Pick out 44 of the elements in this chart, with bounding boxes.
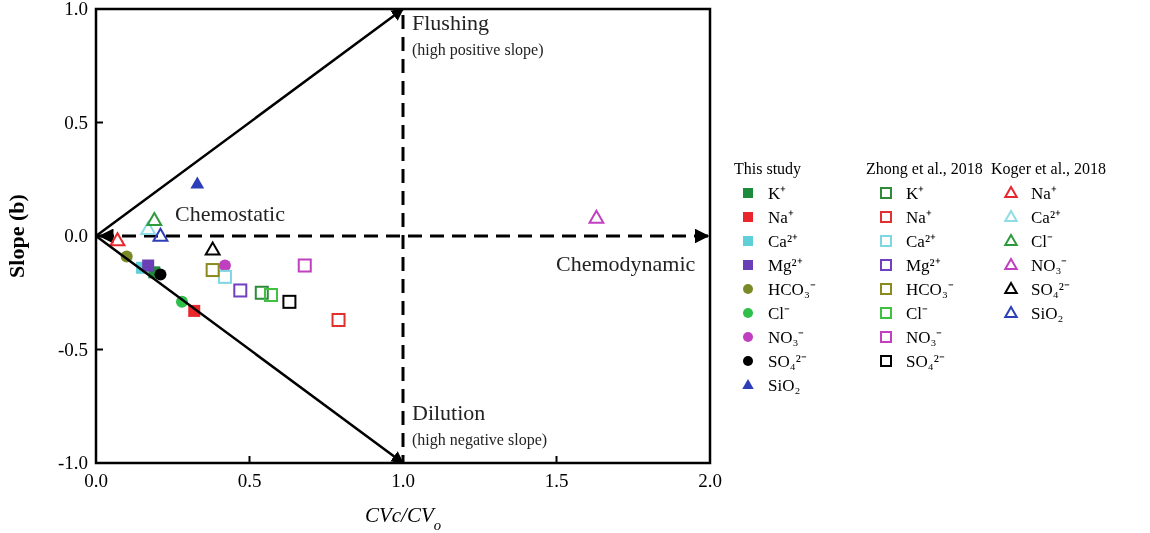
annotation: Chemodynamic xyxy=(556,251,696,276)
y-tick-label: -0.5 xyxy=(57,338,88,360)
legend-label: K⁺ xyxy=(768,184,787,203)
annotation: Flushing xyxy=(412,10,490,35)
legend-label: SiO₂ xyxy=(768,376,801,395)
text: Zhong et al., 2018 xyxy=(866,160,983,178)
legend-label: Na⁺ xyxy=(906,208,932,227)
y-tick-label: 0.0 xyxy=(64,225,88,246)
legend-label: Cl⁻ xyxy=(768,304,791,323)
x-tick-label: 2.0 xyxy=(698,470,722,491)
x-tick-label: 0.5 xyxy=(237,470,262,491)
x-tick-label: 1.0 xyxy=(391,470,415,491)
legend-label: Ca²⁺ xyxy=(1031,208,1061,227)
y-tick-label: 0.5 xyxy=(64,111,88,133)
legend-label: NO₃⁻ xyxy=(1031,256,1068,275)
y-tick-label: -1.0 xyxy=(57,452,88,473)
legend-label: Cl⁻ xyxy=(906,304,929,323)
legend-label: NO₃⁻ xyxy=(768,328,805,347)
legend-label: SO₄²⁻ xyxy=(906,352,945,371)
legend-label: HCO₃⁻ xyxy=(906,280,954,299)
legend-label: HCO₃⁻ xyxy=(768,280,816,299)
legend-label: Mg²⁺ xyxy=(906,256,941,275)
legend-label: Mg²⁺ xyxy=(768,256,803,275)
legend-label: SO₄²⁻ xyxy=(1031,280,1070,299)
legend-label: Ca²⁺ xyxy=(906,232,936,251)
annotation: Chemostatic xyxy=(175,201,286,226)
y-axis-title: Slope (b) xyxy=(4,194,29,278)
legend-label: Cl⁻ xyxy=(1031,232,1054,251)
text: Koger et al., 2018 xyxy=(991,160,1107,178)
annotation: (high negative slope) xyxy=(412,431,548,449)
x-axis-title: CVc/CV$_{o}$ xyxy=(364,503,442,533)
y-tick-label: 1.0 xyxy=(64,0,88,19)
legend-label: Na⁺ xyxy=(768,208,794,227)
annotation: (high positive slope) xyxy=(412,41,544,59)
legend-label: K⁺ xyxy=(906,184,925,203)
legend-label: SiO₂ xyxy=(1031,304,1064,323)
legend-label: Ca²⁺ xyxy=(768,232,798,251)
legend-label: SO₄²⁻ xyxy=(768,352,807,371)
x-tick-label: 1.5 xyxy=(544,470,569,491)
text: This study xyxy=(734,160,802,178)
legend-label: Na⁺ xyxy=(1031,184,1057,203)
x-tick-label: 0.0 xyxy=(84,470,108,491)
legend-label: NO₃⁻ xyxy=(906,328,943,347)
annotation: Dilution xyxy=(412,400,486,425)
